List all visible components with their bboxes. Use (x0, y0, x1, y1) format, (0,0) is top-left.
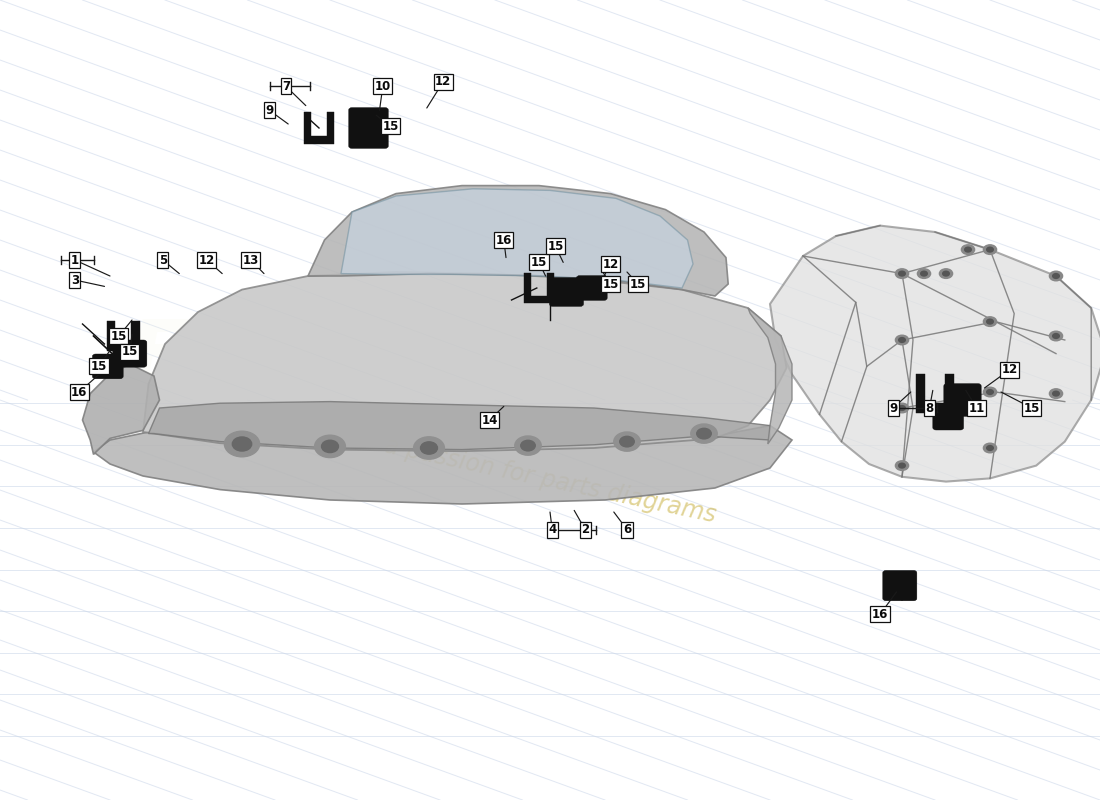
Text: 13: 13 (243, 254, 258, 266)
Text: 2: 2 (581, 523, 590, 536)
Text: 15: 15 (531, 256, 547, 269)
Circle shape (315, 435, 345, 458)
Text: 7: 7 (282, 80, 290, 93)
Text: 3: 3 (70, 274, 79, 286)
FancyBboxPatch shape (576, 275, 607, 300)
Text: 15: 15 (1024, 402, 1040, 414)
Circle shape (961, 245, 975, 254)
Circle shape (895, 269, 909, 278)
Polygon shape (308, 186, 728, 296)
Text: 14: 14 (482, 414, 497, 426)
Circle shape (1049, 331, 1063, 341)
Text: 12: 12 (1002, 363, 1018, 376)
FancyBboxPatch shape (92, 354, 123, 378)
FancyBboxPatch shape (882, 570, 917, 601)
Text: 12: 12 (199, 254, 214, 266)
Circle shape (987, 446, 993, 450)
Circle shape (520, 440, 536, 451)
Text: 15: 15 (122, 346, 138, 358)
Text: 15: 15 (91, 360, 107, 373)
Text: EUREKA: EUREKA (128, 316, 532, 404)
Circle shape (1049, 389, 1063, 398)
Text: 15: 15 (603, 278, 618, 290)
Circle shape (696, 428, 712, 439)
Polygon shape (748, 308, 792, 444)
Circle shape (1053, 391, 1059, 396)
Polygon shape (82, 364, 160, 454)
Circle shape (420, 442, 438, 454)
Circle shape (1053, 334, 1059, 338)
Text: 11: 11 (969, 402, 984, 414)
Circle shape (515, 436, 541, 455)
Circle shape (224, 431, 260, 457)
Circle shape (987, 390, 993, 394)
Circle shape (939, 269, 953, 278)
Circle shape (921, 271, 927, 276)
Circle shape (983, 317, 997, 326)
Polygon shape (524, 273, 554, 303)
Circle shape (899, 406, 905, 410)
Circle shape (691, 424, 717, 443)
FancyBboxPatch shape (944, 384, 981, 416)
Text: 5: 5 (158, 254, 167, 266)
Text: a passion for parts diagrams: a passion for parts diagrams (382, 433, 718, 527)
Circle shape (619, 436, 635, 447)
Text: 15: 15 (548, 240, 563, 253)
Polygon shape (304, 112, 334, 144)
Circle shape (965, 247, 971, 252)
Circle shape (899, 463, 905, 468)
Polygon shape (148, 402, 770, 450)
Text: 6: 6 (623, 523, 631, 536)
Text: 10: 10 (375, 80, 390, 93)
Circle shape (987, 247, 993, 252)
FancyBboxPatch shape (112, 340, 147, 367)
FancyBboxPatch shape (349, 107, 388, 149)
FancyBboxPatch shape (550, 278, 584, 306)
Polygon shape (107, 321, 140, 351)
Circle shape (917, 269, 931, 278)
Circle shape (1049, 271, 1063, 281)
Circle shape (983, 245, 997, 254)
Circle shape (895, 461, 909, 470)
Circle shape (614, 432, 640, 451)
Polygon shape (94, 426, 792, 504)
Circle shape (983, 443, 997, 453)
Polygon shape (915, 374, 954, 413)
Text: 16: 16 (872, 608, 888, 621)
Polygon shape (770, 226, 1100, 482)
Circle shape (899, 271, 905, 276)
Circle shape (1053, 274, 1059, 278)
Text: 15: 15 (383, 120, 398, 133)
Polygon shape (143, 272, 786, 451)
Text: 12: 12 (436, 75, 451, 88)
FancyBboxPatch shape (933, 406, 964, 430)
Text: 9: 9 (265, 104, 274, 117)
Circle shape (895, 335, 909, 345)
Polygon shape (341, 189, 693, 288)
Text: 12: 12 (603, 258, 618, 270)
Circle shape (321, 440, 339, 453)
Circle shape (983, 387, 997, 397)
Circle shape (232, 437, 252, 451)
Circle shape (987, 319, 993, 324)
Text: 4: 4 (548, 523, 557, 536)
Circle shape (899, 338, 905, 342)
Text: 16: 16 (496, 234, 512, 246)
Text: 9: 9 (889, 402, 898, 414)
Text: 8: 8 (925, 402, 934, 414)
Text: 15: 15 (111, 330, 126, 342)
Text: 15: 15 (630, 278, 646, 290)
Circle shape (943, 271, 949, 276)
Circle shape (414, 437, 444, 459)
Text: 1: 1 (70, 254, 79, 266)
Circle shape (895, 403, 909, 413)
Text: 16: 16 (72, 386, 87, 398)
